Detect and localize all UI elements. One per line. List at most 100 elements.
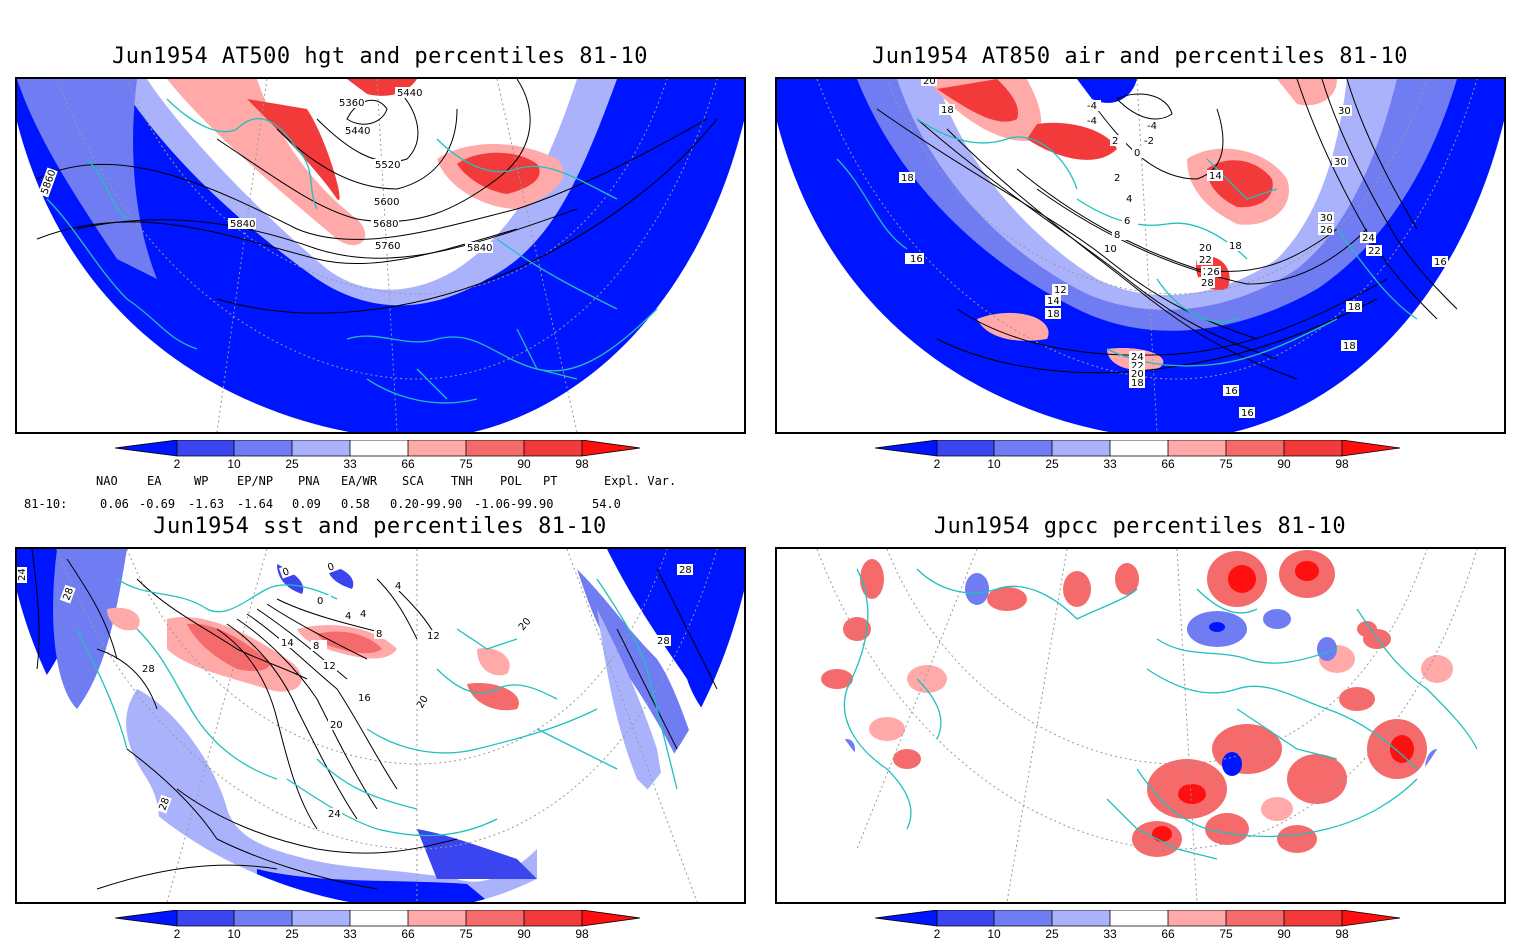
colorbar-legend-p4: 2 10 25 33 66 75 90 98 <box>875 910 1401 940</box>
legend-tick: 66 <box>401 457 415 470</box>
contour-label: 5440 <box>397 88 422 99</box>
legend-tick: 10 <box>227 927 241 940</box>
index-header: EA <box>147 474 162 488</box>
contour-label: 4 <box>360 609 366 620</box>
legend-tick: 98 <box>575 927 589 940</box>
contour-label: 30 <box>1334 157 1347 168</box>
contour-label: 14 <box>1047 296 1060 307</box>
index-header: Expl. Var. <box>604 474 677 488</box>
legend-tick: 10 <box>987 927 1001 940</box>
contour-label: 28 <box>157 796 172 812</box>
panel-title-at850: Jun1954 AT850 air and percentiles 81-10 <box>871 44 1409 69</box>
contour-label: 28 <box>61 586 76 602</box>
contour-label: 14 <box>281 638 294 649</box>
legend-tick: 25 <box>1045 457 1059 470</box>
contour-label: 5760 <box>375 241 400 252</box>
contour-label: 26 <box>1207 267 1220 278</box>
legend-tick: 25 <box>285 927 299 940</box>
legend-tick: 33 <box>1103 927 1117 940</box>
legend-tick: 10 <box>227 457 241 470</box>
legend-tick: 90 <box>517 457 531 470</box>
legend-tick: 90 <box>1277 457 1291 470</box>
contour-label: 20 <box>1131 369 1144 380</box>
contour-label: 16 <box>910 254 923 265</box>
contour-label: 14 <box>1209 171 1222 182</box>
map-at850-svg: 20 18 18 -4 -4 -4 2 -2 0 2 4 6 8 10 12 1… <box>777 79 1504 432</box>
colorbar-legend-p1: 2 10 25 33 66 75 90 98 <box>115 440 641 470</box>
contour-label: 18 <box>1131 378 1144 389</box>
legend-tick: 25 <box>1045 927 1059 940</box>
map-gpcc <box>775 547 1506 904</box>
index-value: 0.58 <box>341 497 370 511</box>
legend-tick: 33 <box>1103 457 1117 470</box>
contour-label: 24 <box>17 568 28 581</box>
legend-tick: 66 <box>1161 927 1175 940</box>
index-header: POL <box>500 474 522 488</box>
legend-tick: 2 <box>174 457 181 470</box>
contour-label: 18 <box>1343 341 1356 352</box>
contour-label: 16 <box>1225 386 1238 397</box>
map-gpcc-svg <box>777 549 1504 902</box>
map-at500-svg: 5360 5440 5440 5520 5600 5680 5760 5840 … <box>17 79 744 432</box>
contour-label: 8 <box>1114 230 1120 241</box>
contour-label: 30 <box>1338 106 1351 117</box>
legend-tick: 98 <box>1335 457 1349 470</box>
contour-label: 24 <box>1131 352 1144 363</box>
contour-label: 10 <box>1104 244 1117 255</box>
indices-header-row: NAO EA WP EP/NP PNA EA/WR SCA TNH POL PT… <box>0 474 760 490</box>
legend-tick: 90 <box>1277 927 1291 940</box>
contour-label: 16 <box>1434 257 1447 268</box>
legend-tick: 98 <box>1335 927 1349 940</box>
index-header: NAO <box>96 474 118 488</box>
map-sst-svg: 24 28 28 0 0 0 4 4 4 8 8 12 12 14 16 20 … <box>17 549 744 902</box>
legend-tick: 90 <box>517 927 531 940</box>
contour-label: 28 <box>657 636 670 647</box>
legend-swatches <box>115 440 640 456</box>
legend-tick: 66 <box>401 927 415 940</box>
index-header: PT <box>543 474 558 488</box>
contour-label: 20 <box>923 79 936 87</box>
contour-label: -4 <box>1147 121 1157 132</box>
contour-label: 4 <box>395 581 401 592</box>
panel-title-gpcc: Jun1954 gpcc percentiles 81-10 <box>933 514 1347 539</box>
legend-tick: 66 <box>1161 457 1175 470</box>
contour-label: 5680 <box>373 219 398 230</box>
contour-label: 12 <box>427 631 440 642</box>
contour-label: 30 <box>1320 213 1333 224</box>
index-header: SCA <box>402 474 424 488</box>
contour-label: 0 <box>281 566 291 579</box>
index-header: PNA <box>298 474 320 488</box>
legend-tick: 10 <box>987 457 1001 470</box>
contour-label: 28 <box>679 565 692 576</box>
legend-tick: 25 <box>285 457 299 470</box>
contour-label: 18 <box>1348 302 1361 313</box>
contour-label: 12 <box>1054 285 1067 296</box>
contour-label: 2 <box>1114 173 1120 184</box>
contour-label: 16 <box>358 693 371 704</box>
contour-label: 26 <box>1320 225 1333 236</box>
panel-title-sst: Jun1954 sst and percentiles 81-10 <box>153 514 607 539</box>
index-header: WP <box>194 474 209 488</box>
index-value: -1.64 <box>237 497 274 511</box>
contour-label: 5520 <box>375 160 400 171</box>
contour-label: -4 <box>1087 101 1097 112</box>
contour-label: 5840 <box>467 243 492 254</box>
contour-label: 16 <box>1241 408 1254 419</box>
contour-label: 22 <box>1368 246 1381 257</box>
contour-label: 20 <box>330 720 343 731</box>
contour-label: 18 <box>1047 309 1060 320</box>
contour-label: 6 <box>1124 216 1130 227</box>
index-value: 0.06 <box>100 497 129 511</box>
map-sst: 24 28 28 0 0 0 4 4 4 8 8 12 12 14 16 20 … <box>15 547 746 904</box>
contour-label: 24 <box>328 809 341 820</box>
legend-tick: 33 <box>343 457 357 470</box>
contour-label: 12 <box>323 661 336 672</box>
contour-label: -2 <box>1144 136 1154 147</box>
contour-label: 0 <box>1134 148 1140 159</box>
contour-label: 5360 <box>339 98 364 109</box>
indices-value-row: 81-10: 0.06 -0.69 -1.63 -1.64 0.09 0.58 … <box>0 497 760 513</box>
map-at500-hgt: 5360 5440 5440 5520 5600 5680 5760 5840 … <box>15 77 746 434</box>
contour-label: 0 <box>326 561 336 574</box>
legend-tick: 75 <box>1219 457 1233 470</box>
contour-label: 2 <box>1112 136 1118 147</box>
